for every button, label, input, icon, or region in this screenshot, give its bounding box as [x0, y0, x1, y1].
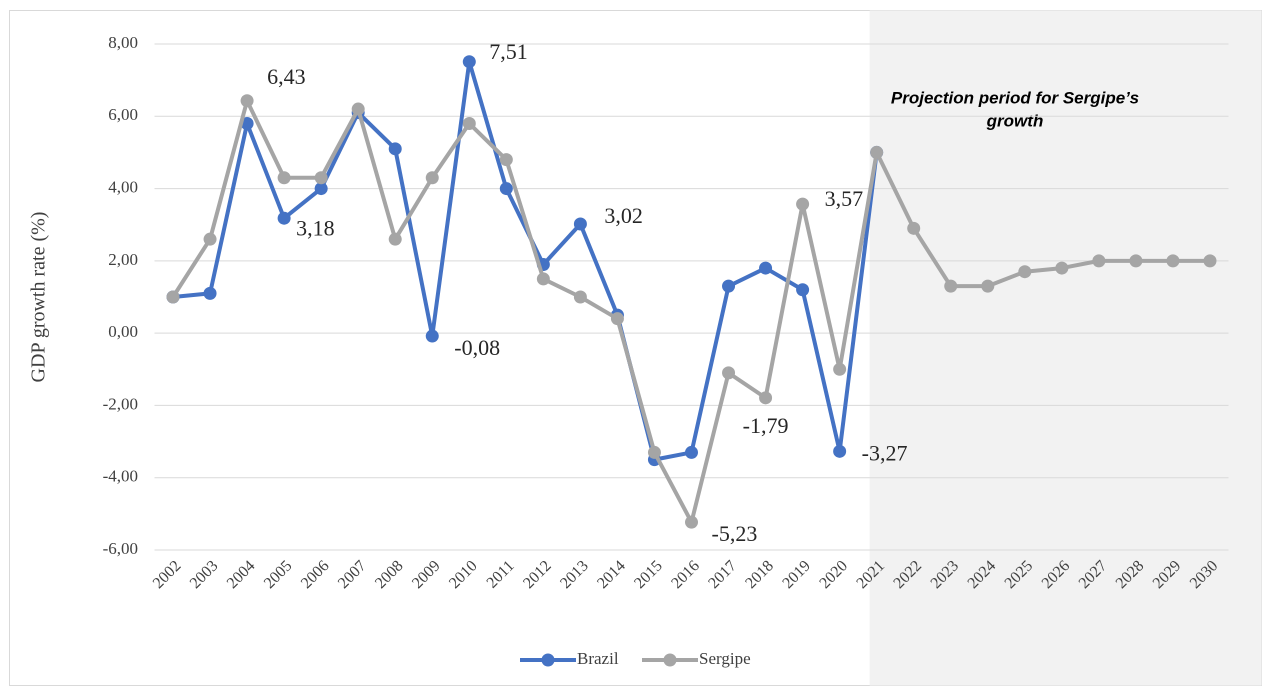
data-point	[722, 366, 736, 380]
data-point	[314, 171, 328, 185]
data-point	[425, 329, 439, 343]
data-point	[314, 182, 328, 196]
data-point	[870, 145, 884, 159]
data-point	[536, 272, 550, 286]
y-tick-label: -6,00	[103, 539, 138, 558]
data-label: -3,27	[862, 440, 908, 465]
data-point	[647, 445, 661, 459]
data-point	[1166, 254, 1180, 268]
annotation: Projection period for Sergipe’s	[891, 88, 1139, 107]
y-tick-label: 4,00	[108, 177, 138, 196]
projection-shade	[869, 10, 1262, 686]
y-tick-label: -2,00	[103, 394, 138, 413]
data-point	[462, 55, 476, 69]
data-point	[833, 444, 847, 458]
data-point	[1055, 261, 1069, 275]
data-point	[722, 279, 736, 293]
legend-label: Sergipe	[699, 649, 751, 668]
data-point	[1092, 254, 1106, 268]
data-label: -5,23	[712, 521, 758, 546]
data-point	[573, 217, 587, 231]
data-point	[573, 290, 587, 304]
data-point	[203, 232, 217, 246]
data-point	[1129, 254, 1143, 268]
y-tick-label: 0,00	[108, 322, 138, 341]
data-point	[351, 102, 365, 116]
y-tick-label: 2,00	[108, 250, 138, 269]
data-label: 6,43	[267, 64, 306, 89]
annotation: growth	[986, 111, 1044, 130]
data-point	[833, 362, 847, 376]
data-point	[277, 211, 291, 225]
series-line	[172, 59, 879, 462]
data-point	[240, 94, 254, 108]
data-point	[1018, 265, 1032, 279]
data-point	[203, 286, 217, 300]
legend-marker	[541, 653, 555, 667]
data-label: 7,51	[489, 39, 528, 64]
data-point	[277, 171, 291, 185]
data-point	[759, 261, 773, 275]
data-point	[499, 153, 513, 167]
legend-label: Brazil	[577, 649, 619, 668]
data-point	[944, 279, 958, 293]
data-label: -0,08	[454, 335, 500, 360]
data-label: 3,18	[296, 215, 335, 240]
data-point	[796, 283, 810, 297]
data-point	[796, 197, 810, 211]
data-label: 3,02	[604, 203, 643, 228]
legend-marker	[663, 653, 677, 667]
data-point	[759, 391, 773, 405]
data-point	[462, 117, 476, 131]
legend-item: Sergipe	[642, 649, 751, 668]
data-point	[981, 279, 995, 293]
y-tick-label: 8,00	[108, 33, 138, 52]
y-tick-label: 6,00	[108, 105, 138, 124]
data-point	[685, 515, 698, 529]
legend-item: Brazil	[520, 649, 619, 668]
data-label: 3,57	[825, 186, 864, 211]
data-label: -1,79	[743, 413, 789, 438]
data-point	[610, 312, 624, 326]
data-point	[685, 445, 698, 459]
data-point	[388, 142, 402, 156]
y-tick-label: -4,00	[103, 467, 138, 486]
data-point	[388, 232, 402, 246]
data-point	[907, 221, 921, 235]
data-point	[166, 290, 180, 304]
data-point	[499, 182, 513, 196]
data-point	[1203, 254, 1217, 268]
y-axis-title: GDP growth rate (%)	[28, 212, 50, 383]
data-point	[425, 171, 439, 185]
